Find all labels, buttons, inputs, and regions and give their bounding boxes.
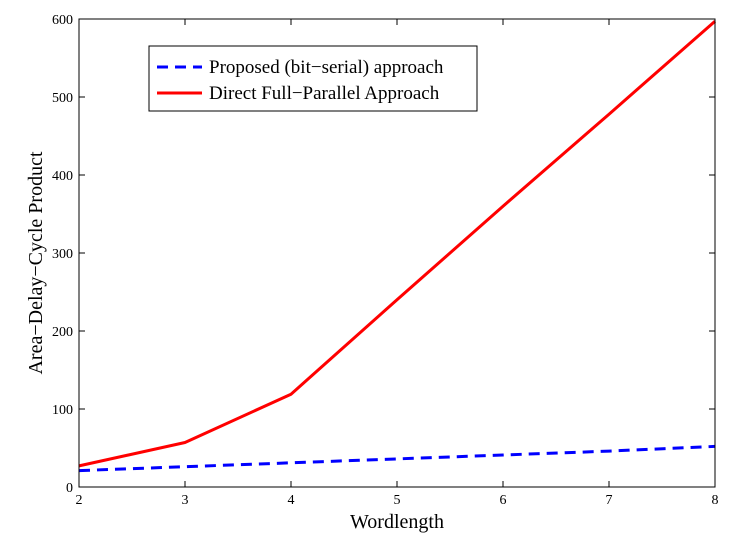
y-tick-label: 300: [52, 247, 73, 262]
x-tick-label: 6: [500, 493, 507, 508]
x-tick-label: 2: [76, 493, 83, 508]
x-tick-label: 4: [288, 493, 295, 508]
axes: 2 3 4 5 6 7 8 0 100 200 300 400 500 600: [52, 13, 719, 508]
y-axis-title: Area−Delay−Cycle Product: [25, 151, 47, 374]
y-tick-label: 0: [66, 481, 73, 496]
y-tick-label: 100: [52, 403, 73, 418]
x-tick-label: 8: [712, 493, 719, 508]
x-axis-title: Wordlength: [350, 511, 444, 533]
legend-label-1: Proposed (bit−serial) approach: [209, 57, 444, 78]
x-tick-label: 7: [606, 493, 613, 508]
series-line-1: [78, 444, 716, 473]
x-tick-label: 3: [182, 493, 189, 508]
legend-label-2: Direct Full−Parallel Approach: [209, 83, 440, 104]
x-tick-label: 5: [394, 493, 401, 508]
y-tick-label: 600: [52, 13, 73, 28]
legend-box: [148, 45, 478, 112]
y-tick-label: 500: [52, 91, 73, 106]
plot-area: [78, 20, 716, 473]
legend: Proposed (bit−serial) approach Direct Ful…: [148, 45, 478, 112]
series-line-2: [78, 20, 716, 468]
y-tick-label: 200: [52, 325, 73, 340]
y-tick-label: 400: [52, 169, 73, 184]
